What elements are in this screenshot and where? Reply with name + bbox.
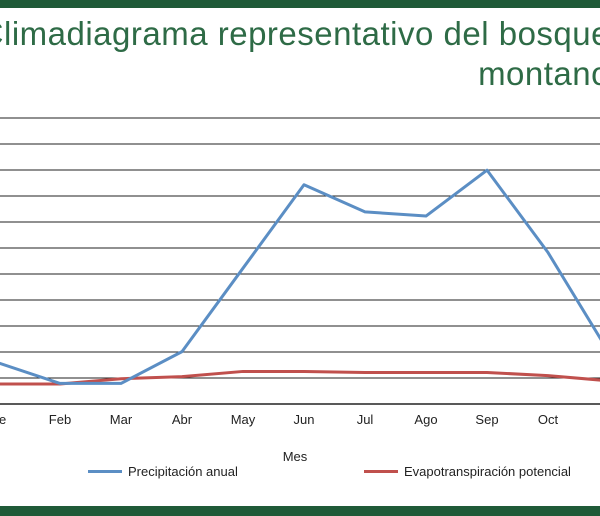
chart-title: Climadiagrama representativo del bosque … xyxy=(0,14,600,94)
legend-item-precip: Precipitación anual xyxy=(88,464,238,479)
legend-swatch-precip xyxy=(88,470,122,473)
x-tick-label: Jul xyxy=(357,412,374,427)
legend-swatch-evapo xyxy=(364,470,398,473)
x-tick-label: Mar xyxy=(110,412,133,427)
x-tick-label: ne xyxy=(0,412,6,427)
series-line-evapotranspiration xyxy=(0,369,600,386)
x-tick-label: Jun xyxy=(294,412,315,427)
legend-item-evapo: Evapotranspiración potencial xyxy=(364,464,571,479)
chart-title-line2: montano xyxy=(478,55,600,92)
series-lines xyxy=(0,168,600,386)
series-line-precipitation xyxy=(0,168,600,385)
gridlines xyxy=(0,117,600,405)
legend-label-evapo: Evapotranspiración potencial xyxy=(404,464,571,479)
top-band xyxy=(0,0,600,8)
x-tick-label: Abr xyxy=(172,412,193,427)
legend-label-precip: Precipitación anual xyxy=(128,464,238,479)
x-tick-label: Ago xyxy=(414,412,437,427)
chart-title-line1: Climadiagrama representativo del bosque xyxy=(0,15,600,52)
bottom-band xyxy=(0,506,600,516)
x-tick-label: Sep xyxy=(475,412,498,427)
x-tick-label: Oct xyxy=(538,412,559,427)
x-tick-labels: neFebMarAbrMayJunJulAgoSepOctN xyxy=(0,412,559,427)
x-tick-label: Feb xyxy=(49,412,71,427)
x-tick-label: May xyxy=(231,412,256,427)
x-axis-label: Mes xyxy=(282,449,308,464)
